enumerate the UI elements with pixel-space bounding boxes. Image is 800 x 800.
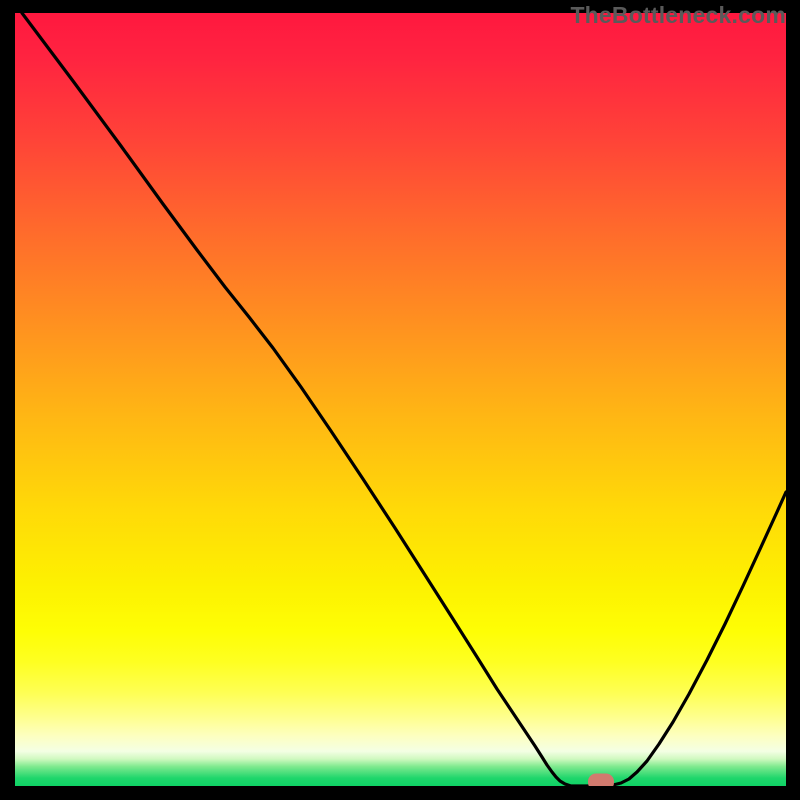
outer-frame: TheBottleneck.com <box>0 0 800 800</box>
watermark-text: TheBottleneck.com <box>570 2 786 29</box>
plot-area <box>15 13 786 786</box>
curve-layer <box>15 13 786 786</box>
bottleneck-curve <box>22 13 786 786</box>
highlight-marker-pill <box>588 774 614 787</box>
highlight-marker <box>588 774 614 787</box>
